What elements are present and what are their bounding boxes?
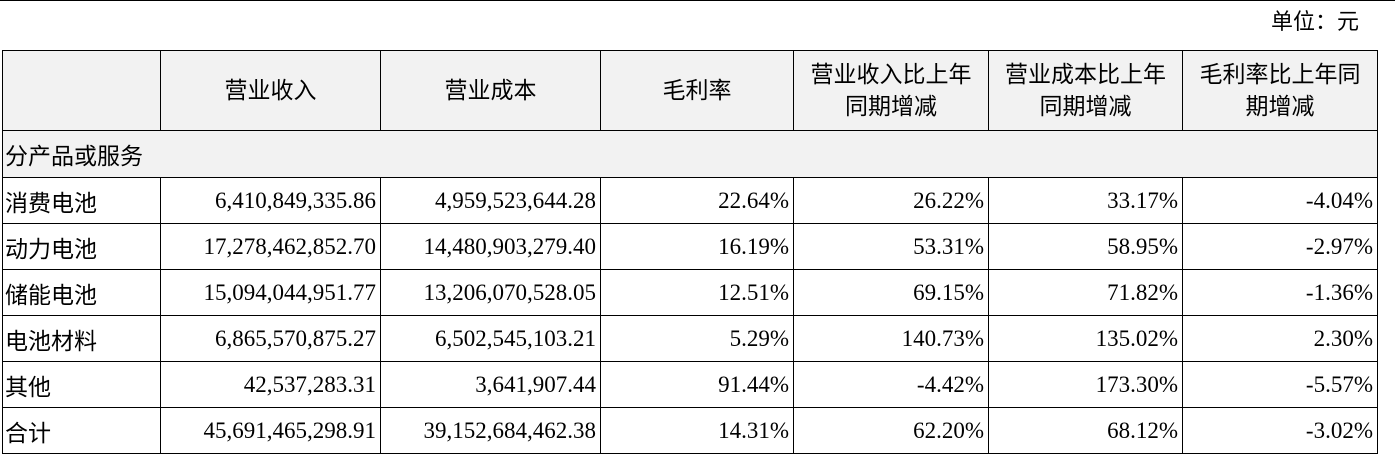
data-row: 合计 45,691,465,298.91 39,152,684,462.38 14.3…	[2, 407, 1378, 454]
header-cell: 毛利率	[600, 50, 794, 131]
value-cell: 14.31%	[600, 407, 794, 454]
value-cell: 16.19%	[600, 223, 794, 270]
value-cell: 140.73%	[793, 315, 989, 362]
row-label: 电池材料	[2, 315, 161, 362]
row-label: 合计	[2, 407, 161, 454]
value-cell: 6,410,849,335.86	[160, 177, 381, 224]
value-cell: 173.30%	[988, 361, 1183, 408]
value-cell: 17,278,462,852.70	[160, 223, 381, 270]
row-label: 消费电池	[2, 177, 161, 224]
value-cell: -4.04%	[1182, 177, 1378, 224]
row-label: 其他	[2, 361, 161, 408]
row-label: 动力电池	[2, 223, 161, 270]
value-cell: 68.12%	[988, 407, 1183, 454]
header-cell: 毛利率比上年同期增减	[1182, 50, 1378, 131]
value-cell: 69.15%	[793, 269, 989, 316]
value-cell: 15,094,044,951.77	[160, 269, 381, 316]
value-cell: 22.64%	[600, 177, 794, 224]
row-label: 储能电池	[2, 269, 161, 316]
value-cell: 6,502,545,103.21	[380, 315, 601, 362]
value-cell: 91.44%	[600, 361, 794, 408]
section-cell: 分产品或服务	[2, 130, 1378, 178]
top-rule	[0, 0, 1395, 1]
data-row: 储能电池 15,094,044,951.77 13,206,070,528.05 12…	[2, 269, 1378, 316]
data-table: 营业收入 营业成本 毛利率 营业收入比上年同期增减 营业成本比上年同期增减 毛利率比上年同…	[2, 50, 1378, 454]
value-cell: 58.95%	[988, 223, 1183, 270]
value-cell: 6,865,570,875.27	[160, 315, 381, 362]
value-cell: 4,959,523,644.28	[380, 177, 601, 224]
value-cell: -5.57%	[1182, 361, 1378, 408]
header-cell: 营业收入比上年同期增减	[793, 50, 989, 131]
value-cell: 2.30%	[1182, 315, 1378, 362]
value-cell: 33.17%	[988, 177, 1183, 224]
value-cell: 14,480,903,279.40	[380, 223, 601, 270]
value-cell: 45,691,465,298.91	[160, 407, 381, 454]
value-cell: 26.22%	[793, 177, 989, 224]
value-cell: 3,641,907.44	[380, 361, 601, 408]
value-cell: -1.36%	[1182, 269, 1378, 316]
value-cell: 12.51%	[600, 269, 794, 316]
value-cell: 71.82%	[988, 269, 1183, 316]
value-cell: -4.42%	[793, 361, 989, 408]
section-row: 分产品或服务	[2, 130, 1378, 178]
header-cell: 营业成本比上年同期增减	[988, 50, 1183, 131]
header-cell: 营业成本	[380, 50, 601, 131]
data-row: 电池材料 6,865,570,875.27 6,502,545,103.21 5.29…	[2, 315, 1378, 362]
header-cell: 营业收入	[160, 50, 381, 131]
value-cell: 13,206,070,528.05	[380, 269, 601, 316]
value-cell: 39,152,684,462.38	[380, 407, 601, 454]
value-cell: -2.97%	[1182, 223, 1378, 270]
value-cell: 5.29%	[600, 315, 794, 362]
value-cell: 135.02%	[988, 315, 1183, 362]
value-cell: 42,537,283.31	[160, 361, 381, 408]
value-cell: 53.31%	[793, 223, 989, 270]
header-row: 营业收入 营业成本 毛利率 营业收入比上年同期增减 营业成本比上年同期增减 毛利率比上年同…	[2, 50, 1378, 131]
data-row: 消费电池 6,410,849,335.86 4,959,523,644.28 22.6…	[2, 177, 1378, 224]
unit-label: 单位：元	[1270, 9, 1359, 34]
value-cell: 62.20%	[793, 407, 989, 454]
value-cell: -3.02%	[1182, 407, 1378, 454]
header-cell	[2, 50, 161, 131]
data-row: 其他 42,537,283.31 3,641,907.44 91.44% -4.42% 1…	[2, 361, 1378, 408]
data-row: 动力电池 17,278,462,852.70 14,480,903,279.40 16…	[2, 223, 1378, 270]
